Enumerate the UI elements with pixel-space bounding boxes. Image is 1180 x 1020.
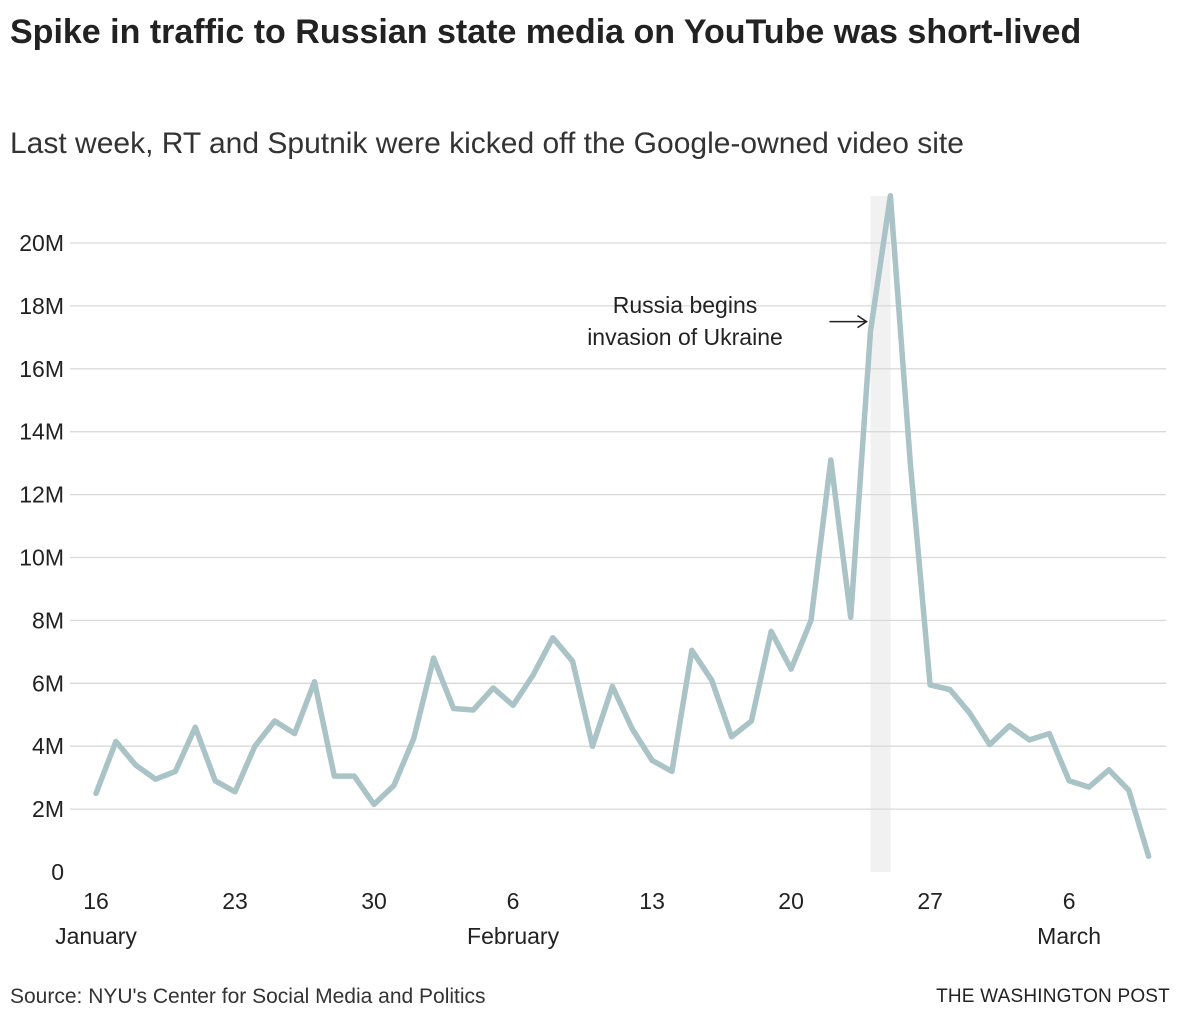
annotation-arrow-head-icon [857,314,868,329]
y-tick-label: 18M [19,293,64,319]
chart-title: Spike in traffic to Russian state media … [10,13,1082,51]
y-tick-label: 0 [51,859,64,885]
y-tick-label: 20M [19,230,64,256]
x-tick-label: 6 [507,888,520,914]
source-note: Source: NYU's Center for Social Media an… [10,985,486,1008]
x-tick-label: 20 [778,888,804,914]
y-tick-label: 12M [19,482,64,508]
y-tick-label: 8M [32,607,64,633]
x-tick-label: 23 [222,888,248,914]
y-tick-label: 4M [32,733,64,759]
x-tick-label: 13 [639,888,665,914]
y-tick-label: 14M [19,419,64,445]
chart-subtitle: Last week, RT and Sputnik were kicked of… [10,127,964,160]
y-tick-label: 16M [19,356,64,382]
x-tick-label: 6 [1063,888,1076,914]
x-tick-label: 27 [917,888,943,914]
gridlines [70,242,1166,810]
annotation-text-line-2: invasion of Ukraine [587,324,783,350]
publisher-credit: THE WASHINGTON POST [936,986,1170,1007]
y-axis-labels: 0 2M 4M 6M 8M 10M 12M 14M 16M 18M 20M [19,230,64,885]
x-tick-label: 16 [83,888,109,914]
y-tick-label: 10M [19,545,64,571]
x-tick-label: 30 [361,888,387,914]
invasion-highlight-band [870,196,891,872]
x-tick-month-label: February [467,923,560,949]
annotation: Russia begins invasion of Ukraine [587,292,868,350]
x-tick-month-label: January [55,923,137,949]
y-tick-label: 6M [32,670,64,696]
x-axis-labels: 16 January 23 30 6 February 13 20 27 6 March [55,888,1101,949]
x-tick-month-label: March [1037,923,1101,949]
series-line-youtube-views [93,193,1152,860]
y-tick-label: 2M [32,796,64,822]
annotation-text-line-1: Russia begins [613,292,757,318]
